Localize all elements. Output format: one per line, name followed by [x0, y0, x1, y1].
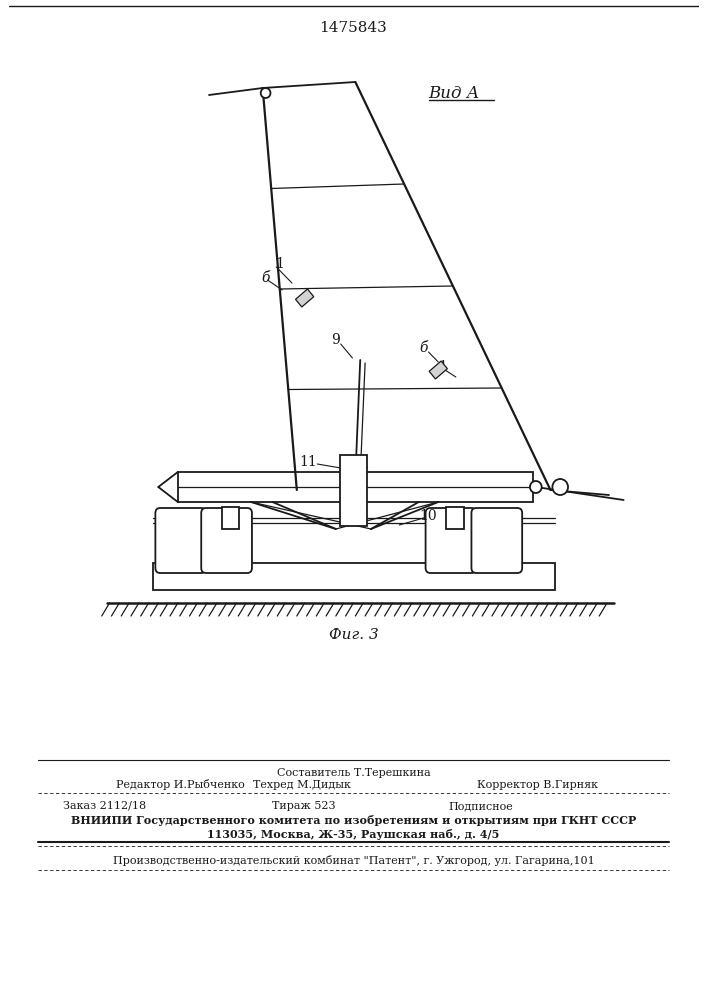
- FancyBboxPatch shape: [426, 508, 477, 573]
- Text: Тираж 523: Тираж 523: [272, 801, 336, 811]
- FancyBboxPatch shape: [156, 508, 206, 573]
- Polygon shape: [296, 289, 314, 307]
- FancyBboxPatch shape: [201, 508, 252, 573]
- Text: 11: 11: [300, 455, 317, 469]
- Text: ВНИИПИ Государственного комитета по изобретениям и открытиям при ГКНТ СССР: ВНИИПИ Государственного комитета по изоб…: [71, 814, 636, 826]
- Bar: [446, 507, 464, 529]
- Text: 10: 10: [420, 509, 438, 523]
- Polygon shape: [429, 361, 448, 379]
- Text: 9: 9: [332, 333, 340, 347]
- Text: Производственно-издательский комбинат "Патент", г. Ужгород, ул. Гагарина,101: Производственно-издательский комбинат "П…: [112, 854, 595, 865]
- Bar: [340, 455, 367, 526]
- Text: 1: 1: [439, 360, 448, 374]
- Text: Вид А: Вид А: [428, 85, 480, 102]
- Text: Заказ 2112/18: Заказ 2112/18: [63, 801, 146, 811]
- Text: 1475843: 1475843: [320, 21, 387, 35]
- Text: 1: 1: [276, 257, 285, 271]
- Text: Редактор И.Рыбченко: Редактор И.Рыбченко: [117, 780, 245, 790]
- Circle shape: [530, 481, 542, 493]
- Text: Фиг. 3: Фиг. 3: [329, 628, 378, 642]
- Circle shape: [261, 88, 271, 98]
- Text: Корректор В.Гирняк: Корректор В.Гирняк: [477, 780, 598, 790]
- Text: б: б: [262, 271, 270, 285]
- Bar: [153, 563, 555, 590]
- Text: Подписное: Подписное: [448, 801, 513, 811]
- Text: 113035, Москва, Ж-35, Раушская наб., д. 4/5: 113035, Москва, Ж-35, Раушская наб., д. …: [207, 828, 500, 840]
- Bar: [178, 472, 533, 502]
- Bar: [222, 507, 239, 529]
- Text: Техред М.Дидык: Техред М.Дидык: [253, 780, 351, 790]
- Circle shape: [552, 479, 568, 495]
- FancyBboxPatch shape: [472, 508, 522, 573]
- Text: б: б: [419, 341, 428, 355]
- Text: Составитель Т.Терешкина: Составитель Т.Терешкина: [276, 768, 431, 778]
